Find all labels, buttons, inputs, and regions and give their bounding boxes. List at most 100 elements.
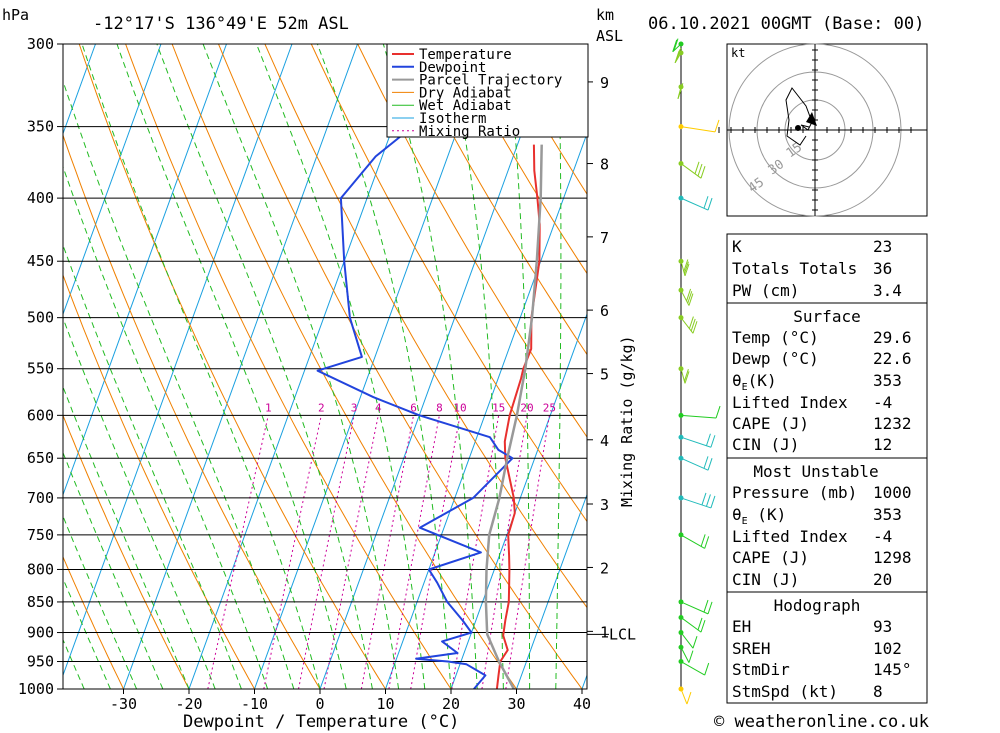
- copyright-footer: © weatheronline.co.uk: [714, 712, 929, 732]
- pw-label: PW (cm): [732, 281, 799, 300]
- pressure-tick-label: 300: [27, 35, 54, 53]
- pressure-tick-label: 350: [27, 118, 54, 136]
- wind-barb-feather: [697, 617, 703, 631]
- legend-entry: Wet Adiabat: [419, 98, 512, 114]
- isotherm-line: [63, 44, 162, 316]
- mixing-ratio-line: [298, 415, 355, 689]
- wet-adiabat-line: [156, 44, 373, 689]
- storm-motion-dot: [795, 125, 801, 131]
- hodograph-title: Hodograph: [774, 596, 861, 615]
- mixing-ratio-line: [263, 415, 322, 689]
- pressure-tick-label: 750: [27, 526, 54, 544]
- wind-barb-feather: [697, 163, 703, 177]
- surface-dewp-label: Dewp (°C): [732, 349, 819, 368]
- mixing-ratio-tick-label: 20: [520, 401, 533, 414]
- pressure-tick-label: 700: [27, 489, 54, 507]
- wind-barb-feather: [694, 161, 700, 174]
- wind-barb-feather: [701, 492, 707, 506]
- wet-adiabat-line: [63, 577, 111, 689]
- mixing-ratio-tick-label: 10: [453, 401, 466, 414]
- k-index-value: 23: [873, 237, 892, 256]
- surface-cape-label: CAPE (J): [732, 414, 809, 433]
- height-unit-km: km: [596, 6, 614, 24]
- km-tick-label: 6: [600, 302, 609, 320]
- x-axis-label: Dewpoint / Temperature (°C): [183, 712, 459, 732]
- legend-entry: Dewpoint: [419, 60, 486, 76]
- mixing-ratio-tick-label: 1: [265, 401, 272, 414]
- wind-barb-feather: [676, 47, 682, 61]
- axes-labels: 3003504004505005506006507007508008509009…: [18, 35, 636, 713]
- x-tick-label: 30: [507, 695, 525, 713]
- pressure-tick-label: 950: [27, 653, 54, 671]
- mixing-ratio-tick-label: 8: [436, 401, 443, 414]
- stmspd-value: 8: [873, 682, 883, 701]
- wind-barb-feather: [700, 619, 706, 633]
- wind-barb-staff: [680, 647, 690, 663]
- isotherm-line: [188, 44, 424, 689]
- pressure-tick-label: 1000: [18, 680, 54, 698]
- wind-barb-staff: [680, 661, 705, 676]
- wind-barb-feather: [715, 405, 721, 419]
- wind-barb-feather: [704, 662, 710, 676]
- pressure-tick-label: 600: [27, 406, 54, 424]
- km-tick-label: 9: [600, 74, 609, 92]
- surface-theta-e-label: θE(K): [732, 371, 777, 393]
- km-tick-label: 4: [600, 432, 609, 450]
- mixing-ratio-tick-label: 2: [318, 401, 325, 414]
- stmspd-label: StmSpd (kt): [732, 682, 838, 701]
- stmdir-label: StmDir: [732, 660, 790, 679]
- dry-adiabat-line: [977, 7, 1000, 689]
- wind-barb-feather: [678, 83, 684, 96]
- wet-adiabat-line: [63, 515, 138, 689]
- pressure-unit: hPa: [2, 6, 29, 24]
- datetime-title: 06.10.2021 00GMT (Base: 00): [648, 14, 924, 34]
- surface-cin-label: CIN (J): [732, 435, 799, 454]
- stmdir-value: 145°: [873, 660, 912, 679]
- isotherm-line: [516, 493, 587, 689]
- parcel-trajectory-line: [484, 144, 543, 689]
- wind-barb-feather: [705, 494, 711, 507]
- isotherm-line: [0, 44, 30, 689]
- wind-barb-feather: [703, 456, 709, 469]
- surface-lifted-value: -4: [873, 393, 892, 412]
- wet-adiabat-line: [63, 79, 295, 689]
- legend-entry: Mixing Ratio: [419, 124, 520, 140]
- plot-frame: [62, 43, 588, 690]
- x-tick-label: 10: [376, 695, 394, 713]
- km-tick-label: 1: [600, 623, 609, 641]
- mixing-ratio-line: [388, 415, 440, 689]
- wind-barb-staff: [680, 414, 717, 419]
- wind-barb-staff: [680, 688, 688, 705]
- lcl-label: LCL: [609, 625, 636, 643]
- mixing-ratio-labels: 1 2 3 4 6 8 10 15 20 25: [265, 401, 556, 414]
- pressure-tick-label: 650: [27, 449, 54, 467]
- isotherm-line: [63, 44, 227, 497]
- x-tick-label: 40: [573, 695, 591, 713]
- storm-motion-marker: [806, 112, 817, 126]
- wet-adiabat-line: [316, 44, 452, 689]
- wind-barb-feather: [684, 263, 690, 277]
- wind-barb-feather: [703, 196, 709, 209]
- wind-barb-feather: [710, 495, 716, 509]
- dry-adiabat-line: [932, 7, 1000, 689]
- eh-value: 93: [873, 617, 892, 636]
- mixing-ratio-axis-label: Mixing Ratio (g/kg): [618, 335, 636, 507]
- x-tick-label: -10: [241, 695, 268, 713]
- pressure-tick-label: 800: [27, 560, 54, 578]
- wind-barb-feather: [692, 321, 698, 334]
- isotherm-line: [319, 44, 555, 689]
- pw-value: 3.4: [873, 281, 902, 300]
- sreh-label: SREH: [732, 639, 771, 658]
- wind-barb-feather: [700, 534, 706, 547]
- wet-adiabat-line: [63, 244, 242, 689]
- mu-theta-e-value: 353: [873, 505, 902, 524]
- x-tick-label: 20: [442, 695, 460, 713]
- hodograph-trace: [785, 87, 813, 146]
- mixing-ratio-tick-label: 25: [543, 401, 556, 414]
- surface-title: Surface: [793, 307, 860, 326]
- wet-adiabat-line: [63, 385, 190, 689]
- legend-entry: Dry Adiabat: [419, 85, 512, 101]
- wind-barb-feather: [714, 119, 720, 133]
- isotherm-line: [123, 44, 358, 689]
